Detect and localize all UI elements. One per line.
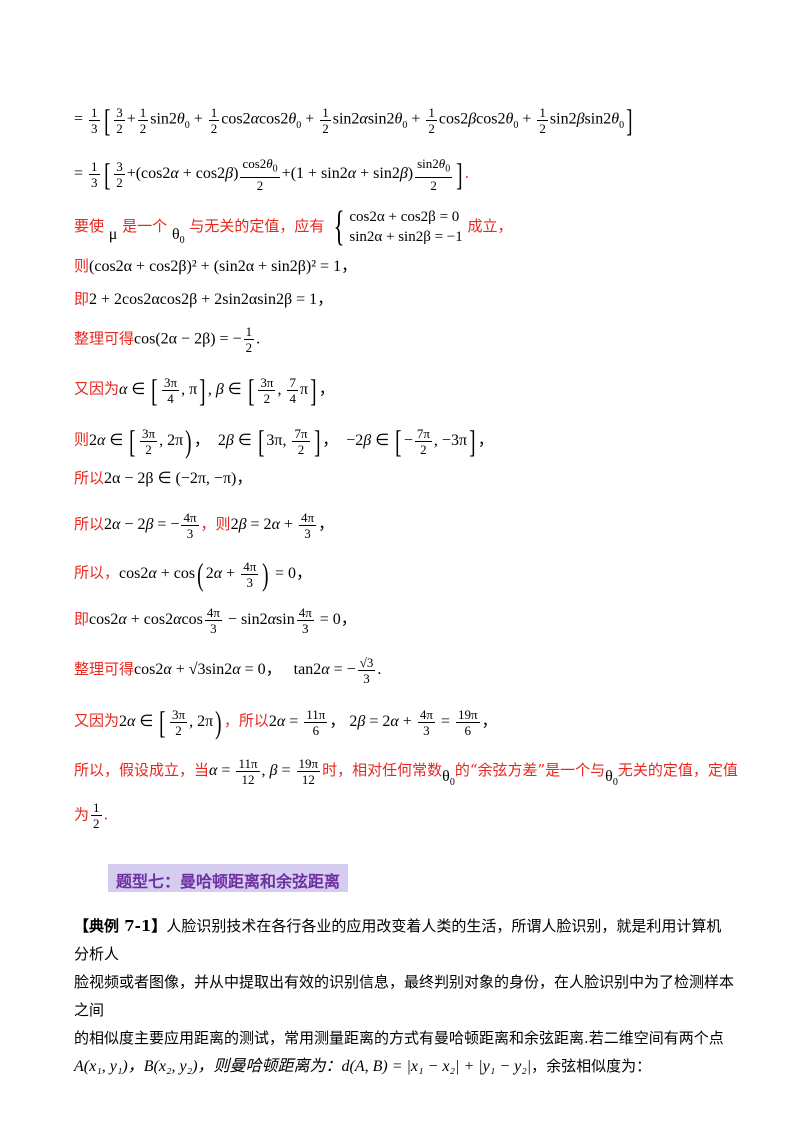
example-line-4: A(x₁, y₁)，B(x₂, y₂)，则曼哈顿距离为：d(A, B) = |x… xyxy=(74,1057,652,1075)
equation-line-2: = 1 3[3 2 +(cos2α + cos2β) cos2θ0 2 +(1 + sin2… xyxy=(74,156,469,193)
example-paragraph: 【典例 7-1】人脸识别技术在各行各业的应用改变着人类的生活，所谓人脸识别，就是… xyxy=(74,912,734,1081)
equation-line-10: 所以2α − 2β = −4π 3 ，则2β = 2α + 4π 3， xyxy=(74,510,335,541)
section-heading: 题型七：曼哈顿距离和余弦距离 xyxy=(108,864,348,892)
equation-line-7: 又因为α ∈ [3π 4, π], β ∈ [3π 2, 7 4 π]， xyxy=(74,372,335,408)
equation-system: { cos2α + cos2β = 0 sin2α + sin2β = −1 xyxy=(333,204,463,250)
equation-line-8: 则2α ∈ [3π 2, 2π)， 2β ∈ [3π, 7π 2]， −2β ∈ [… xyxy=(74,423,494,459)
equation-line-13: 整理可得cos2α + √3sin2α = 0， tan2α = − √3 3. xyxy=(74,655,382,686)
equation-line-12: 即cos2α + cos2αcos 4π 3 − sin2αsin 4π 3 = 0， xyxy=(74,605,357,636)
equation-line-6: 整理可得cos(2α − 2β) = −1 2. xyxy=(74,324,261,355)
conclusion-line: 所以，假设成立，当α = 11π 12, β = 19π 12 时，相对任何常数θ0的… xyxy=(74,756,738,789)
example-line-1: 【典例 7-1】人脸识别技术在各行各业的应用改变着人类的生活，所谓人脸识别，就是… xyxy=(74,917,722,963)
equation-line-11: 所以，cos2α + cos(2α + 4π 3) = 0， xyxy=(74,556,312,592)
equation-line-5: 即2 + 2cos2αcos2β + 2sin2αsin2β = 1， xyxy=(74,290,334,308)
example-line-3: 的相似度主要应用距离的测试，常用测量距离的方式有曼哈顿距离和余弦距离.若二维空间… xyxy=(74,1029,724,1047)
equation-line-4: 则(cos2α + cos2β)² + (sin2α + sin2β)² = 1… xyxy=(74,257,358,275)
equation-line-1: = 1 3[3 2 +1 2 sin2θ0 + 1 2 cos2αcos2θ0 + 1 2 sin… xyxy=(74,102,633,138)
equation-line-9: 所以2α − 2β ∈ (−2π, −π)， xyxy=(74,469,253,487)
example-line-2: 脸视频或者图像，并从中提取出有效的识别信息，最终判别对象的身份，在人脸识别中为了… xyxy=(74,973,735,1019)
equation-line-14: 又因为2α ∈ [3π 2, 2π) ，所以2α = 11π 6， 2β = 2α +… xyxy=(74,704,498,740)
condition-line: 要使 μ 是一个 θ0 与无关的定值，应有 { cos2α + cos2β = … xyxy=(74,204,513,250)
